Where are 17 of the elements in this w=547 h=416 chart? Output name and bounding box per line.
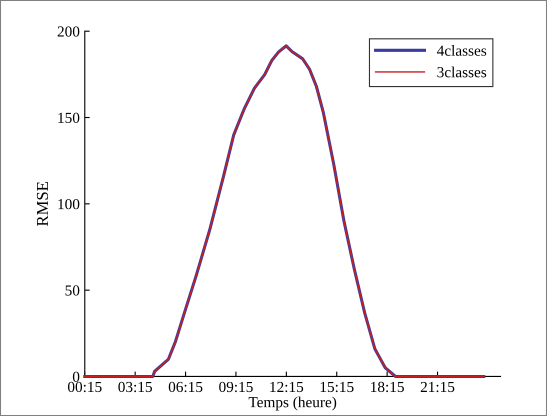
y-tick-label: 200 [58, 26, 80, 37]
y-axis-title: RMSE [36, 182, 48, 226]
x-tick-label: 21:15 [420, 382, 454, 392]
y-tick-label: 50 [66, 285, 80, 296]
y-tick-label: 0 [72, 372, 80, 382]
x-tick-label: 15:15 [320, 382, 354, 392]
x-tick-label: 09:15 [219, 382, 253, 392]
x-tick-label: 06:15 [168, 382, 202, 392]
legend-label: 3classes [437, 66, 486, 78]
legend-label: 4classes [436, 45, 486, 56]
x-tick-label: 03:15 [118, 382, 152, 392]
x-tick-label: 18:15 [371, 382, 404, 392]
y-tick-label: 150 [58, 112, 80, 123]
x-axis-title: Temps (heure) [248, 396, 336, 410]
x-tick-label: 12:15 [270, 382, 304, 392]
x-tick-label: 00:15 [68, 382, 102, 392]
y-tick-label: 100 [58, 198, 80, 210]
